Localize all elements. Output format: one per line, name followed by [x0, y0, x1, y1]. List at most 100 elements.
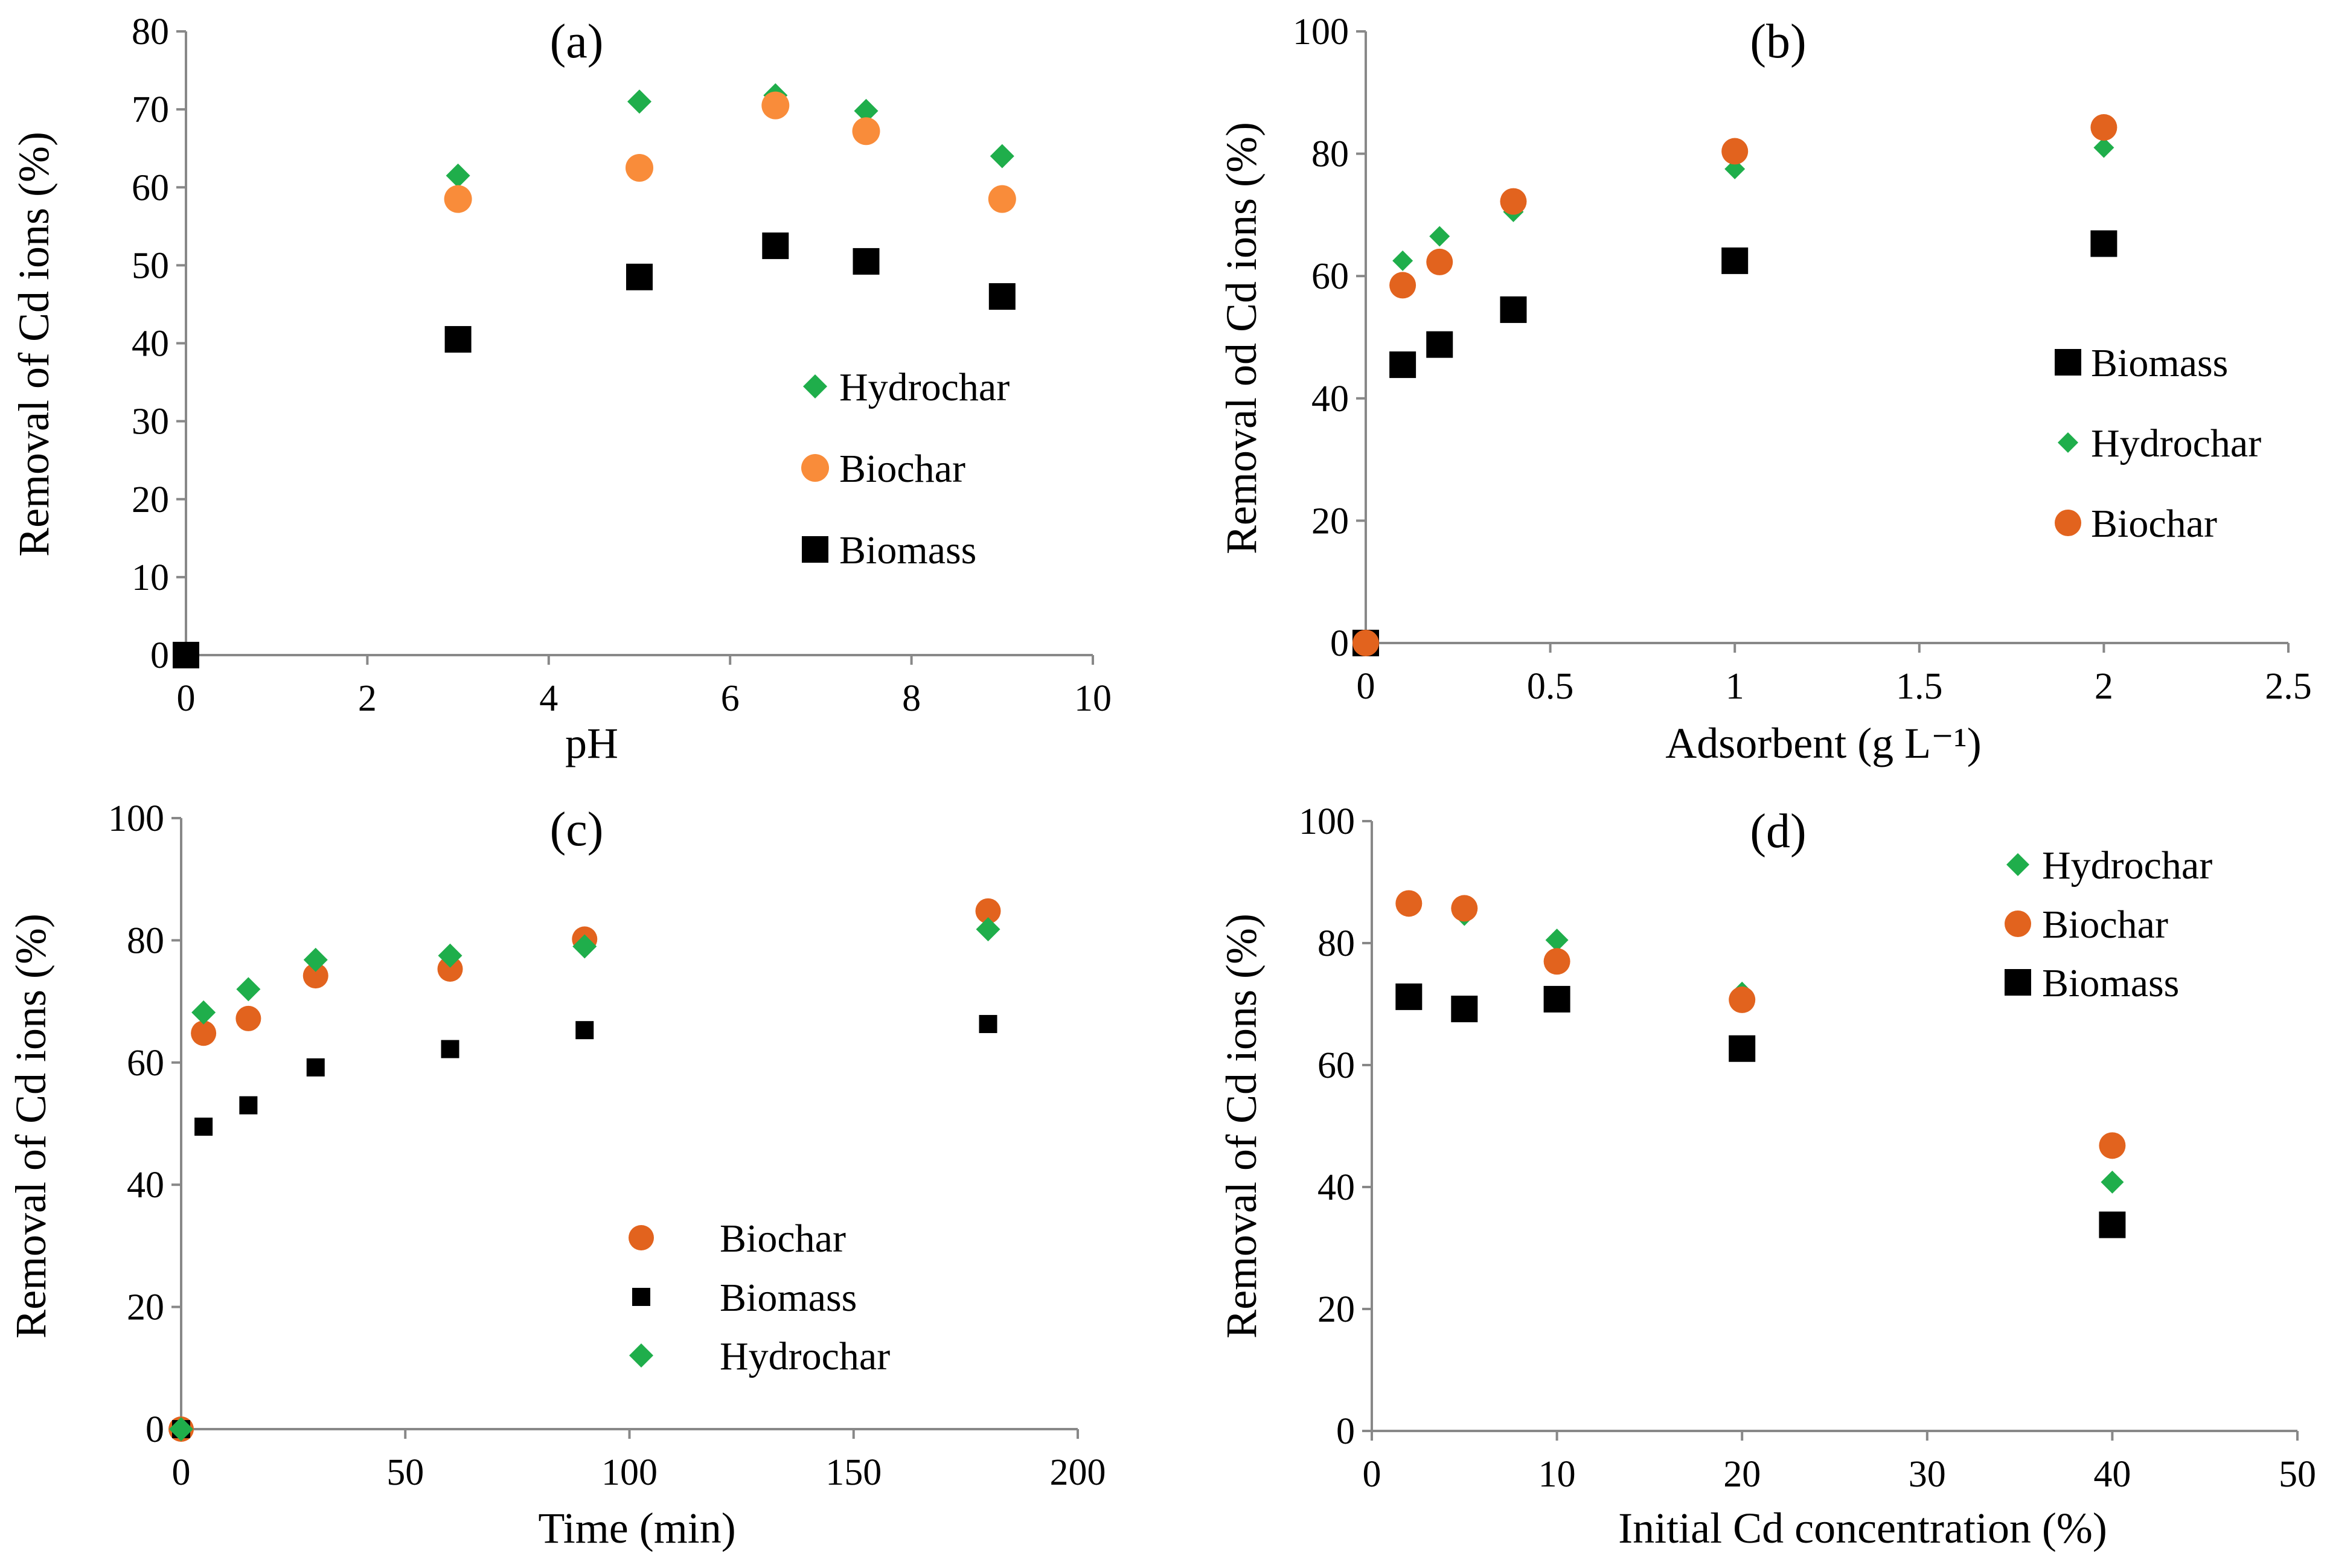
legend-label-hydrochar: Hydrochar — [2042, 843, 2212, 888]
legend-marker-biochar — [801, 454, 829, 482]
y-axis-title: Removal of Cd ions (%) — [7, 914, 55, 1339]
data-point-biomass — [853, 248, 880, 275]
data-point-biochar — [852, 117, 880, 146]
data-point-hydrochar — [990, 144, 1014, 168]
x-tick-label: 1.5 — [1896, 666, 1943, 707]
data-point-biomass — [1426, 331, 1453, 358]
data-point-biomass — [173, 642, 199, 668]
data-point-biochar — [1426, 248, 1453, 275]
x-tick-label: 50 — [386, 1452, 424, 1493]
data-point-biomass — [1543, 985, 1570, 1013]
legend: Hydrochar Biochar Biomass — [2005, 843, 2212, 1005]
series-biochar — [1352, 114, 2117, 656]
data-point-biochar — [1389, 272, 1416, 299]
data-point-hydrochar — [976, 917, 1000, 942]
y-tick-label: 80 — [127, 920, 164, 961]
series-hydrochar — [1356, 137, 2114, 653]
legend-label-biomass: Biomass — [720, 1276, 857, 1320]
data-point-hydrochar — [236, 977, 261, 1002]
series-biomass — [173, 232, 1016, 668]
data-point-biomass — [1721, 247, 1749, 274]
y-tick-label: 80 — [132, 11, 169, 53]
data-point-biochar — [437, 956, 463, 982]
x-tick-label: 1 — [1726, 666, 1744, 707]
data-point-hydrochar — [1724, 158, 1746, 179]
y-tick-label: 20 — [1311, 501, 1349, 542]
x-tick-label: 2.5 — [2265, 666, 2312, 707]
data-point-biomass — [1500, 296, 1527, 323]
data-point-biomass — [575, 1021, 594, 1040]
data-point-hydrochar — [438, 943, 463, 968]
x-tick-label: 100 — [601, 1452, 658, 1493]
y-tick-label: 10 — [132, 557, 169, 598]
legend-marker-biochar — [629, 1225, 654, 1250]
data-point-hydrochar — [303, 947, 328, 972]
y-axis-title: Removal of Cd ions (%) — [10, 132, 58, 557]
series-biochar — [1395, 890, 2126, 1159]
y-tick-label: 100 — [1293, 11, 1349, 53]
data-point-hydrochar — [169, 1417, 193, 1441]
y-tick-label: 0 — [150, 635, 169, 676]
y-tick-label: 0 — [1336, 1411, 1355, 1452]
data-point-biomass — [626, 263, 653, 290]
data-point-biomass — [1729, 1035, 1756, 1062]
x-tick-label: 20 — [1723, 1454, 1761, 1495]
x-axis-title: Adsorbent (g L⁻¹) — [1665, 719, 1981, 767]
legend: Hydrochar Biochar Biomass — [801, 365, 1010, 572]
legend-marker-biomass — [802, 536, 828, 563]
data-point-biochar — [235, 1005, 261, 1031]
data-point-biomass — [1451, 996, 1478, 1023]
x-tick-label: 0 — [172, 1452, 191, 1493]
y-tick-label: 0 — [146, 1409, 164, 1450]
legend-label-biomass: Biomass — [839, 528, 976, 572]
y-tick-label: 0 — [1330, 623, 1349, 664]
data-point-hydrochar — [191, 1000, 216, 1025]
data-point-biomass — [239, 1096, 258, 1115]
data-point-biochar — [1500, 188, 1527, 215]
legend-marker-biochar — [2055, 510, 2081, 536]
legend-label-biomass: Biomass — [2042, 961, 2179, 1005]
data-point-hydrochar — [1392, 250, 1413, 271]
y-tick-label: 40 — [127, 1165, 164, 1206]
legend-marker-hydrochar — [2006, 853, 2029, 876]
y-tick-label: 100 — [1299, 801, 1355, 842]
data-point-hydrochar — [854, 98, 879, 123]
legend-label-biochar: Biochar — [2042, 903, 2168, 947]
data-point-biochar — [1729, 986, 1756, 1013]
data-point-biochar — [626, 153, 653, 182]
legend-label-biochar: Biochar — [839, 447, 965, 491]
legend-label-hydrochar: Hydrochar — [720, 1334, 890, 1378]
data-point-biomass — [1389, 351, 1416, 379]
data-point-biomass — [441, 1040, 459, 1058]
data-point-biochar — [761, 91, 790, 120]
data-point-biomass — [988, 283, 1016, 310]
data-point-biochar — [191, 1020, 217, 1046]
y-tick-label: 60 — [1317, 1045, 1355, 1086]
legend-label-biomass: Biomass — [2091, 341, 2228, 385]
legend-marker-hydrochar — [803, 374, 827, 398]
legend-marker-biomass — [2005, 969, 2031, 996]
y-tick-label: 60 — [1311, 256, 1349, 297]
legend: Biochar Biomass Hydrochar — [629, 1217, 890, 1378]
data-point-biochar — [302, 963, 328, 989]
series-hydrochar — [169, 917, 1000, 1441]
data-point-biomass — [194, 1118, 213, 1136]
x-tick-label: 8 — [902, 678, 921, 719]
data-point-biochar — [444, 185, 472, 213]
legend-label-hydrochar: Hydrochar — [839, 365, 1010, 409]
panel-label: (c) — [550, 803, 604, 856]
x-axis-title: Time (min) — [538, 1504, 735, 1552]
legend-marker-hydrochar — [2058, 432, 2078, 453]
data-point-biochar — [1451, 895, 1478, 922]
y-axis-title: Removal od Cd ions (%) — [1217, 122, 1266, 554]
data-point-biochar — [1721, 138, 1749, 165]
x-tick-label: 0 — [1363, 1454, 1381, 1495]
y-tick-label: 20 — [1317, 1289, 1355, 1330]
chart-panel-1: 0 10 20 30 40 50 60 70 80 0 2 4 6 8 10 pH Removal of Cd … — [10, 11, 1112, 767]
data-point-biochar — [2099, 1132, 2126, 1159]
legend-marker-biomass — [632, 1288, 650, 1306]
y-tick-label: 80 — [1311, 134, 1349, 175]
legend: Biomass Hydrochar Biochar — [2055, 341, 2261, 546]
x-tick-label: 30 — [1909, 1454, 1946, 1495]
